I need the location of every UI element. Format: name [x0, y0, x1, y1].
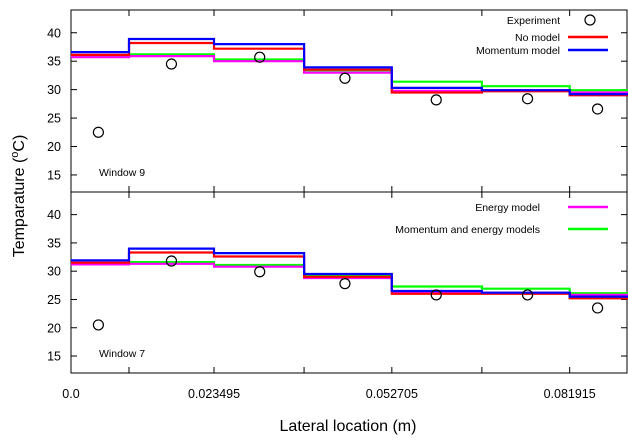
x-tick-label: 0.0: [62, 387, 79, 401]
y-tick-label: 20: [47, 321, 61, 335]
series-line-momentum-model: [71, 37, 628, 96]
legend-label: Energy model: [475, 202, 540, 214]
x-tick-label: 0.023495: [188, 387, 240, 401]
experiment-point: [339, 278, 351, 290]
experiment-point: [254, 51, 266, 63]
series-layer: [71, 37, 628, 300]
y-tick-label: 25: [47, 112, 61, 126]
plot-frame-2: [70, 191, 628, 374]
x-tick-label: 0.081915: [544, 387, 596, 401]
series-line-no-model: [71, 41, 628, 97]
axis-labels: 15 20 25 30 35 40 Window 9 15 20 25 30 35 40 Window 7…: [47, 26, 596, 401]
y-tick-label: 25: [47, 293, 61, 307]
legend-label: Experiment: [507, 15, 560, 27]
y-tick-label: 20: [47, 140, 61, 154]
plot-frames: [70, 9, 628, 374]
experiment-point: [339, 72, 351, 84]
y-tick-label: 15: [47, 350, 61, 364]
panel-annotation: Window 7: [99, 348, 145, 360]
y-tick-label: 40: [47, 26, 61, 40]
experiment-point: [430, 94, 442, 106]
marks-layer: [92, 51, 604, 331]
legend-label: Momentum model: [476, 45, 560, 57]
experiment-point: [430, 289, 442, 301]
y-tick-label: 30: [47, 265, 61, 279]
experiment-point: [254, 266, 266, 278]
y-tick-label: 35: [47, 55, 61, 69]
experiment-point: [165, 58, 178, 70]
experiment-point: [92, 319, 104, 331]
y-tick-label: 15: [47, 168, 61, 182]
y-tick-label: 30: [47, 83, 61, 97]
y-tick-label: 40: [47, 208, 61, 222]
legend-label: No model: [515, 32, 560, 44]
experiment-point: [521, 289, 534, 301]
y-axis-title: Temparature (oC): [9, 135, 28, 258]
experiment-point: [591, 103, 604, 115]
panel-annotation: Window 9: [99, 167, 145, 179]
experiment-point: [165, 255, 178, 267]
series-line-energy-model: [71, 262, 628, 296]
y-tick-label: 35: [47, 236, 61, 250]
legend-marker: [584, 14, 596, 26]
experiment-point: [92, 126, 104, 138]
x-axis-title: Lateral location (m): [280, 418, 417, 435]
legend-label: Momentum and energy models: [395, 224, 540, 236]
x-tick-label: 0.052705: [366, 387, 418, 401]
experiment-point: [521, 93, 534, 105]
series-line-momentum-model: [71, 247, 628, 298]
experiment-point: [591, 302, 604, 314]
